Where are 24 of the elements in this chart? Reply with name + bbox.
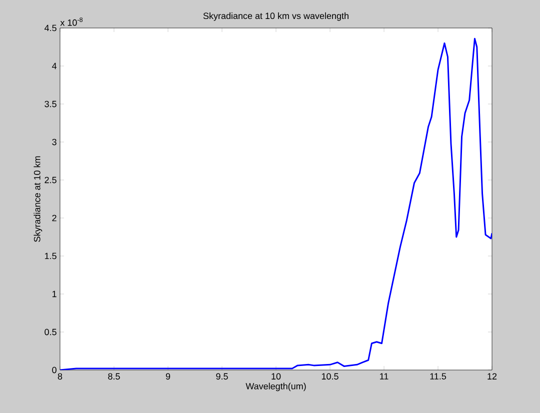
y-tick-label: 2.5 [44,176,56,184]
x-tick-label: 10 [272,373,281,380]
x-tick-label: 10.5 [322,373,338,380]
x-tick-label: 11 [380,373,388,380]
y-tick-label: 1 [52,290,56,298]
line-series [60,38,492,370]
text: x 10$^{-8}$ [60,18,83,26]
x-tick-label: 9.5 [216,373,228,380]
y-axis-title: Skyradiance at 10 km [34,156,42,242]
x-tick-label: 9 [166,373,170,380]
y-tick-label: 4 [52,62,57,70]
y-tick-label: 0.5 [44,328,56,336]
chart-title: Skyradiance at 10 km vs wavelength [203,12,348,21]
x-tick-label: 8 [58,373,62,380]
y-tick-label: 4.5 [44,24,56,32]
x-axis-title: Wavelegth(um) [246,382,306,392]
y-tick-label: 0 [52,366,56,374]
y-tick-label: 2 [52,214,56,222]
x-tick-label: 12 [488,373,497,380]
y-tick-label: 3.5 [44,100,56,108]
y-tick-label: 1.5 [44,252,56,260]
x-tick-label: 11.5 [430,373,446,380]
x-tick-label: 8.5 [108,373,120,380]
y-tick-label: 3 [52,138,56,146]
